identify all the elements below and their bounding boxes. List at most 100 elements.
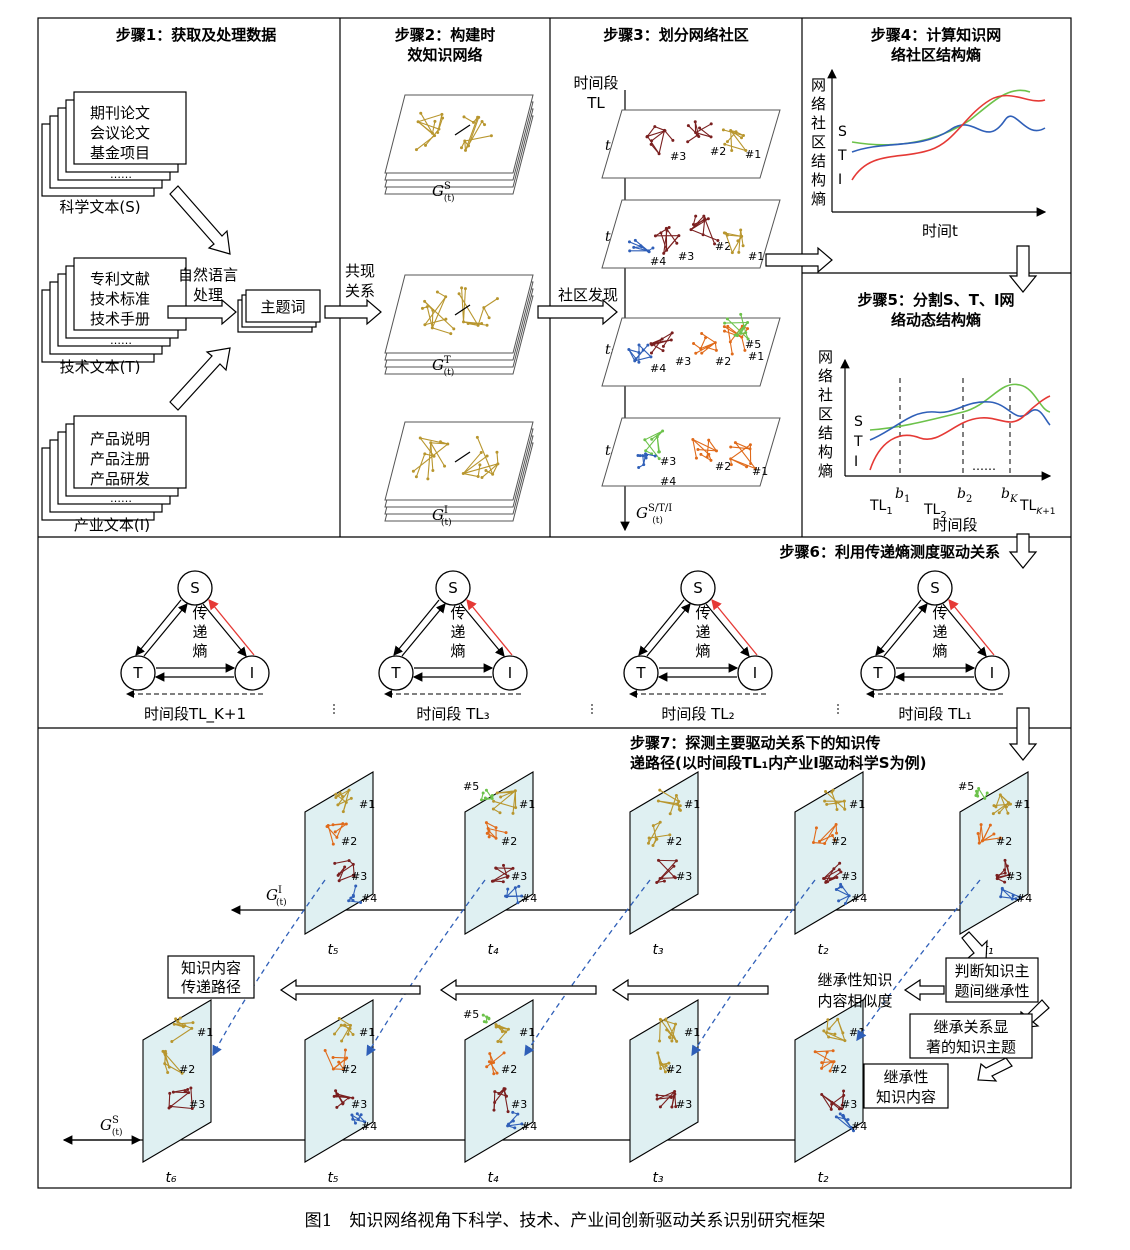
network-edge <box>664 129 674 141</box>
network-node <box>642 463 646 467</box>
network-node <box>705 455 709 459</box>
network-node <box>700 351 704 355</box>
network-node <box>480 322 484 326</box>
arrow-i-s <box>466 598 513 656</box>
network-node <box>627 348 631 352</box>
network-edge <box>503 1090 509 1112</box>
network-edge <box>493 880 504 883</box>
network-edge <box>724 330 742 338</box>
network-edge <box>334 1024 342 1035</box>
network-node <box>334 792 338 796</box>
network-node <box>658 876 662 880</box>
network-node <box>655 435 659 439</box>
network-node <box>658 820 662 824</box>
significant-box <box>909 1013 1033 1059</box>
network-node <box>686 124 690 128</box>
network-node <box>834 823 838 827</box>
network-node <box>323 1048 327 1052</box>
network-node <box>664 1064 668 1068</box>
network-node <box>638 454 642 458</box>
network-node <box>842 1089 846 1093</box>
network-node <box>714 348 718 352</box>
network-edge <box>657 1052 662 1069</box>
network-edge <box>170 1092 189 1107</box>
network-edge <box>704 218 716 245</box>
network-node <box>496 1039 500 1043</box>
network-node <box>730 352 734 356</box>
network-node <box>485 323 489 327</box>
inherit-box-line1: 继承性 <box>883 1068 928 1086</box>
network-node <box>740 136 744 140</box>
network-node <box>653 234 657 238</box>
network-node <box>842 1114 846 1118</box>
industry-doc-stack: 产品说明 产品注册 产品研发 …… <box>41 415 187 521</box>
network-edge <box>481 463 499 478</box>
network-node <box>1007 873 1011 877</box>
network-edge <box>730 446 751 450</box>
community-label: #2 <box>831 1063 847 1076</box>
network-node <box>694 351 698 355</box>
network-node <box>494 826 498 830</box>
network-node <box>339 1023 343 1027</box>
network-node <box>713 242 717 246</box>
network-node <box>504 894 508 898</box>
network-edge <box>821 1052 828 1069</box>
network-node <box>823 799 827 803</box>
network-edge <box>338 874 354 882</box>
network-node <box>741 244 745 248</box>
network-node <box>634 357 638 361</box>
network-node <box>820 1093 824 1097</box>
community-label: #1 <box>359 1026 375 1039</box>
community-label: #3 <box>678 250 694 263</box>
network-edge <box>836 1116 849 1121</box>
network-node <box>694 456 698 460</box>
network-node <box>743 348 747 352</box>
network-node <box>343 1023 347 1027</box>
network-node <box>504 1094 508 1098</box>
network-node <box>833 838 837 842</box>
network-node <box>336 803 340 807</box>
network-node <box>431 308 435 312</box>
network-node <box>481 1013 485 1017</box>
network-edge <box>814 1051 833 1063</box>
period-label: 时间段 TL₂ <box>661 705 734 723</box>
step5-tick-tl2: TL2 <box>923 502 947 521</box>
network-edge <box>651 430 663 440</box>
network-edge <box>826 802 836 805</box>
step4-series-t: T <box>837 148 847 164</box>
network-node <box>675 1039 679 1043</box>
network-node <box>723 321 727 325</box>
network-node <box>677 799 681 803</box>
network-node <box>691 223 695 227</box>
network-edge <box>420 112 433 134</box>
arrow-s-i <box>705 603 750 657</box>
step5-blue-line <box>869 401 1051 441</box>
industry-text-label: 产业文本(I) <box>74 516 150 534</box>
network-node <box>482 306 486 310</box>
network-edge <box>659 789 680 802</box>
network-node <box>661 349 665 353</box>
network-node <box>672 864 676 868</box>
panel-plane <box>304 771 374 935</box>
network-edge <box>819 824 837 842</box>
network-edge <box>634 356 652 362</box>
network-node <box>632 245 636 249</box>
network-edge <box>821 1094 832 1110</box>
step6-separators <box>333 704 839 716</box>
network-edge <box>338 866 346 881</box>
network-node <box>668 1036 672 1040</box>
network-edge <box>333 1056 347 1059</box>
network-node <box>350 1113 354 1117</box>
ind-doc-line: 产品研发 <box>90 470 150 488</box>
judge-box-line1: 判断知识主 <box>954 962 1029 980</box>
network-node <box>723 142 727 146</box>
step5-title-line2: 络动态结构熵 <box>891 311 981 329</box>
network-node <box>975 789 979 793</box>
step5-title-line1: 步骤5：分割S、T、I网 <box>857 291 1014 309</box>
ylabel-char: 络 <box>818 367 833 385</box>
network-edge <box>724 321 748 324</box>
network-node <box>431 469 435 473</box>
network-node <box>333 830 337 834</box>
community-label: #2 <box>179 1063 195 1076</box>
